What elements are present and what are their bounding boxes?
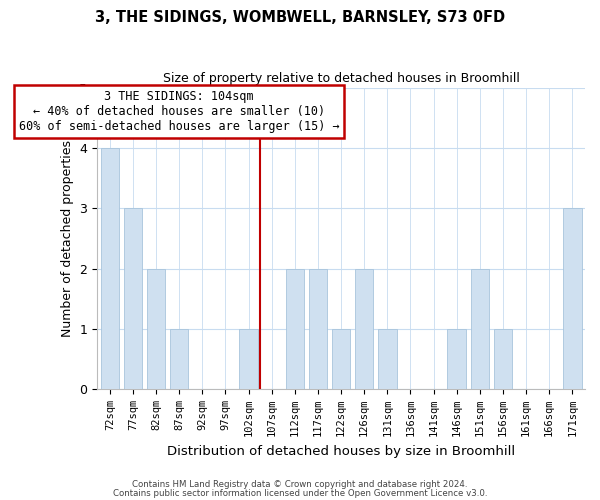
- Bar: [239, 329, 258, 389]
- Bar: [308, 268, 327, 389]
- Bar: [124, 208, 142, 389]
- Bar: [470, 268, 489, 389]
- Bar: [286, 268, 304, 389]
- Bar: [378, 329, 397, 389]
- Y-axis label: Number of detached properties: Number of detached properties: [61, 140, 74, 337]
- Text: 3, THE SIDINGS, WOMBWELL, BARNSLEY, S73 0FD: 3, THE SIDINGS, WOMBWELL, BARNSLEY, S73 …: [95, 10, 505, 25]
- Text: Contains HM Land Registry data © Crown copyright and database right 2024.: Contains HM Land Registry data © Crown c…: [132, 480, 468, 489]
- Text: Contains public sector information licensed under the Open Government Licence v3: Contains public sector information licen…: [113, 488, 487, 498]
- Title: Size of property relative to detached houses in Broomhill: Size of property relative to detached ho…: [163, 72, 520, 86]
- X-axis label: Distribution of detached houses by size in Broomhill: Distribution of detached houses by size …: [167, 444, 515, 458]
- Bar: [332, 329, 350, 389]
- Bar: [494, 329, 512, 389]
- Bar: [448, 329, 466, 389]
- Bar: [170, 329, 188, 389]
- Bar: [147, 268, 165, 389]
- Text: 3 THE SIDINGS: 104sqm
← 40% of detached houses are smaller (10)
60% of semi-deta: 3 THE SIDINGS: 104sqm ← 40% of detached …: [19, 90, 340, 133]
- Bar: [563, 208, 581, 389]
- Bar: [101, 148, 119, 389]
- Bar: [355, 268, 373, 389]
